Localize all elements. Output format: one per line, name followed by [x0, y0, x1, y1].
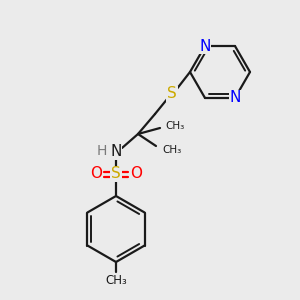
- Text: O: O: [90, 167, 102, 182]
- Text: S: S: [111, 167, 121, 182]
- Text: N: N: [229, 91, 241, 106]
- Text: N: N: [110, 145, 122, 160]
- Text: S: S: [167, 86, 177, 101]
- Text: H: H: [97, 144, 107, 158]
- Text: CH₃: CH₃: [165, 121, 184, 131]
- Text: CH₃: CH₃: [105, 274, 127, 286]
- Text: O: O: [130, 167, 142, 182]
- Text: CH₃: CH₃: [162, 145, 181, 155]
- Text: N: N: [199, 38, 211, 53]
